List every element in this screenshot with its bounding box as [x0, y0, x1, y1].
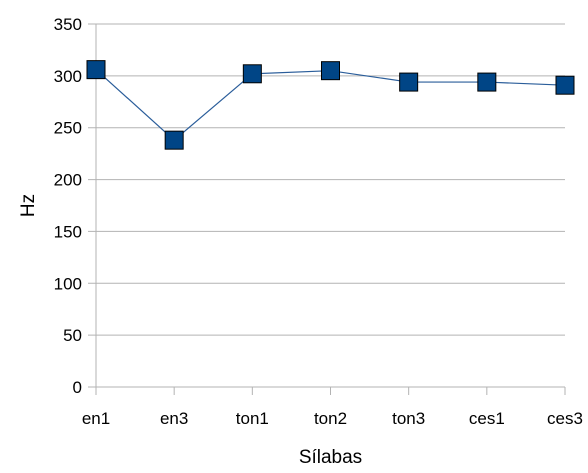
- y-tick-label: 250: [54, 119, 82, 138]
- x-tick-label: ton1: [236, 409, 269, 428]
- y-tick-label: 50: [63, 326, 82, 345]
- axes: [95, 24, 566, 395]
- y-tick-label: 200: [54, 171, 82, 190]
- data-point-marker: [86, 60, 106, 80]
- tick-labels: 0 50 100 150 200 250 300 350 en1 en3 ton1 ton2 ton3 c…: [54, 15, 583, 428]
- x-tick-label: en1: [82, 409, 110, 428]
- x-tick-label: ton2: [314, 409, 347, 428]
- data-point-marker: [242, 64, 262, 84]
- x-axis-title: Sílabas: [299, 447, 362, 468]
- y-tick-label: 100: [54, 274, 82, 293]
- y-tick-label: 150: [54, 222, 82, 241]
- data-point-marker: [399, 72, 419, 92]
- y-axis-title: Hz: [18, 194, 39, 217]
- data-point-marker: [164, 130, 184, 150]
- x-tick-label: ces3: [547, 409, 583, 428]
- data-point-marker: [555, 75, 575, 95]
- data-point-marker: [321, 61, 340, 81]
- data-markers: [86, 60, 575, 150]
- x-tick-label: ces1: [469, 409, 505, 428]
- y-tick-label: 0: [73, 378, 82, 397]
- y-tick-label: 300: [54, 67, 82, 86]
- data-point-marker: [477, 72, 497, 92]
- y-tick-label: 350: [54, 15, 82, 34]
- x-tick-label: en3: [160, 409, 188, 428]
- x-tick-label: ton3: [392, 409, 425, 428]
- grid-lines: [88, 23, 565, 388]
